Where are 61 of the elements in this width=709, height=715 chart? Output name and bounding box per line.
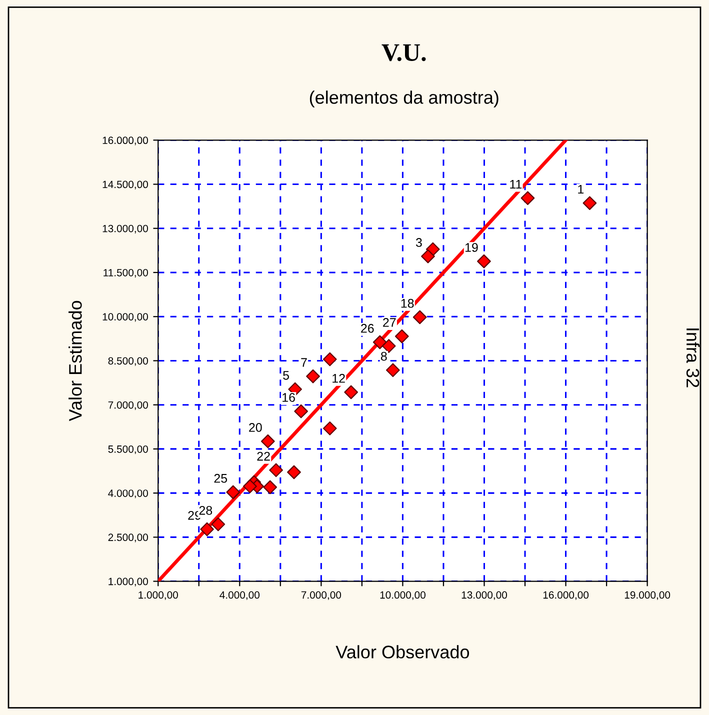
x-tick-label: 4.000,00: [220, 591, 260, 600]
y-tick-label: 16.000,00: [102, 136, 148, 146]
point: [477, 254, 491, 268]
annotation: 7: [301, 358, 307, 367]
point: [412, 310, 427, 324]
point: [382, 339, 396, 353]
y-tick-label: 8.500,00: [108, 357, 148, 366]
point: [322, 352, 337, 366]
annotation: 11: [510, 180, 522, 189]
point: [386, 363, 400, 378]
point: [306, 369, 320, 384]
y-tick-label: 7.000,00: [108, 401, 148, 410]
y-tick-label: 14.500,00: [102, 180, 148, 190]
annotation: 16: [282, 393, 295, 402]
annotation: 19: [465, 243, 478, 252]
annotation: 8: [380, 352, 387, 361]
point: [260, 434, 275, 448]
annotation: 5: [283, 371, 290, 380]
y-tick-label: 2.500,00: [108, 534, 148, 542]
annotation: 12: [332, 374, 345, 383]
x-tick-label: 16.000,00: [543, 591, 589, 600]
annotation: 1: [578, 184, 584, 194]
chart-title: V.U.: [382, 44, 426, 62]
point: [226, 485, 240, 500]
annotation: 25: [214, 474, 228, 483]
annotation: 3: [416, 238, 422, 247]
y-axis-title: Valor Estimado: [68, 300, 82, 422]
point: [322, 421, 337, 436]
point: [372, 335, 387, 350]
point: [394, 329, 409, 344]
point: [294, 404, 308, 418]
x-tick-label: 19.000,00: [624, 591, 670, 600]
annotation: 28: [199, 506, 212, 515]
point: [269, 463, 283, 478]
y-tick-label: 10.000,00: [102, 313, 148, 322]
annotation: 27: [383, 318, 396, 327]
chart-subtitle: (elementos da amostra): [310, 90, 498, 108]
point: [421, 249, 435, 264]
point: [263, 480, 277, 494]
point: [211, 517, 226, 532]
point: [344, 385, 358, 400]
point: [243, 479, 257, 494]
y2-axis-title: Infra 32: [686, 328, 700, 388]
x-tick-label: 13.000,00: [462, 591, 508, 600]
x-tick-label: 10.000,00: [380, 591, 426, 600]
annotation: 22: [257, 452, 270, 461]
x-tick-label: 1.000,00: [138, 591, 178, 600]
point: [200, 522, 214, 536]
annotation: 20: [249, 423, 262, 432]
point: [287, 465, 301, 480]
y-tick-label: 13.000,00: [102, 224, 148, 234]
y-tick-label: 5.500,00: [108, 445, 148, 454]
y-tick-label: 11.500,00: [104, 268, 148, 278]
x-axis-title: Valor Observado: [336, 645, 470, 658]
x-tick-label: 7.000,00: [301, 591, 342, 600]
y-tick-label: 1.000,00: [108, 578, 148, 586]
annotation: 26: [361, 324, 374, 333]
annotation: 18: [401, 298, 414, 308]
point: [520, 191, 535, 205]
point: [582, 196, 597, 210]
y-tick-label: 4.000,00: [108, 490, 148, 498]
